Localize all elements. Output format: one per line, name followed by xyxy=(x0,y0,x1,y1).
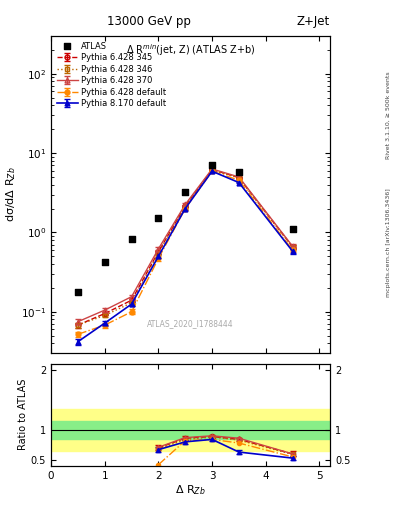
Y-axis label: Ratio to ATLAS: Ratio to ATLAS xyxy=(18,379,28,451)
Text: ATLAS_2020_I1788444: ATLAS_2020_I1788444 xyxy=(147,319,234,328)
Y-axis label: dσ/dΔ R$_{Zb}$: dσ/dΔ R$_{Zb}$ xyxy=(4,167,18,222)
ATLAS xyxy=(182,188,188,197)
X-axis label: Δ R$_{Zb}$: Δ R$_{Zb}$ xyxy=(175,483,206,497)
Text: Rivet 3.1.10, ≥ 500k events: Rivet 3.1.10, ≥ 500k events xyxy=(386,71,391,159)
ATLAS xyxy=(102,258,108,266)
Text: Δ R$^{min}$(jet, Z) (ATLAS Z+b): Δ R$^{min}$(jet, Z) (ATLAS Z+b) xyxy=(126,42,255,58)
Text: 13000 GeV pp: 13000 GeV pp xyxy=(107,15,191,28)
Text: mcplots.cern.ch [arXiv:1306.3436]: mcplots.cern.ch [arXiv:1306.3436] xyxy=(386,188,391,296)
ATLAS xyxy=(129,235,135,243)
Text: Z+Jet: Z+Jet xyxy=(297,15,330,28)
ATLAS xyxy=(289,225,296,233)
ATLAS xyxy=(155,215,162,223)
Legend: ATLAS, Pythia 6.428 345, Pythia 6.428 346, Pythia 6.428 370, Pythia 6.428 defaul: ATLAS, Pythia 6.428 345, Pythia 6.428 34… xyxy=(55,40,168,110)
ATLAS xyxy=(75,287,81,295)
ATLAS xyxy=(236,168,242,176)
ATLAS xyxy=(209,161,215,169)
